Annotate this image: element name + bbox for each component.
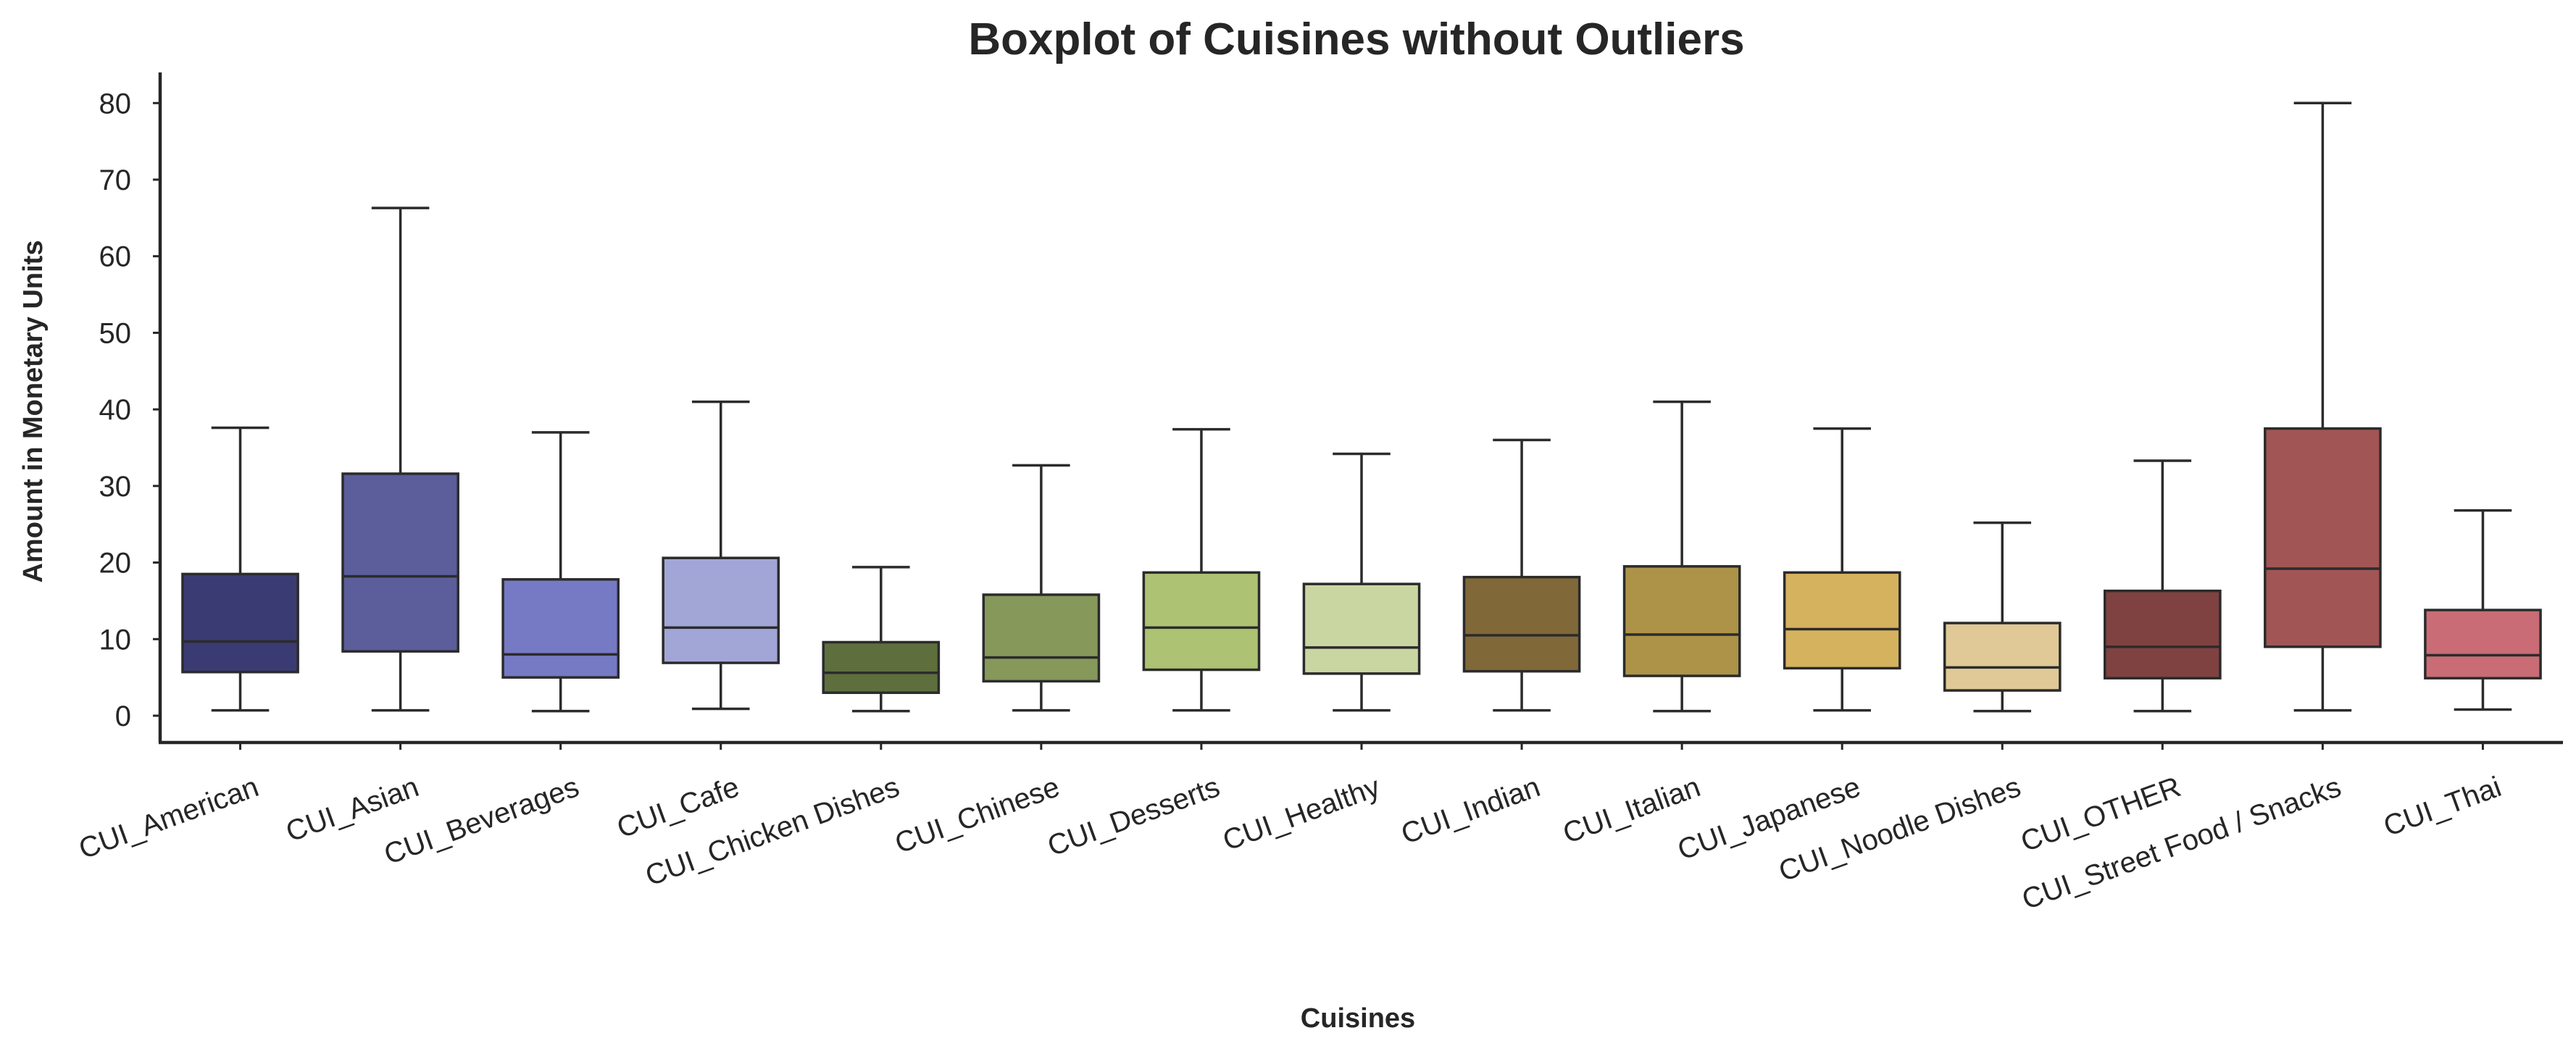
- y-axis: 0 10 20 30 40 50 60 70 80: [99, 72, 162, 743]
- y-axis-label: Amount in Monetary Units: [18, 241, 49, 583]
- x-axis-label: Cuisines: [1301, 1003, 1415, 1034]
- x-tick-label: CUI_Indian: [1397, 771, 1544, 850]
- box-8: [1302, 452, 1421, 712]
- x-tick-label: CUI_Desserts: [1043, 771, 1224, 862]
- box-iqr: [662, 556, 780, 664]
- y-tick-label: 80: [99, 88, 132, 120]
- box-2: [341, 206, 459, 712]
- box-iqr: [341, 472, 459, 653]
- x-tick-label: CUI_Chinese: [891, 771, 1064, 860]
- box-7: [1142, 427, 1261, 712]
- box-15: [2424, 509, 2542, 711]
- box-iqr: [1302, 582, 1421, 675]
- box-11: [1783, 427, 1901, 712]
- box-iqr: [501, 578, 620, 679]
- box-iqr: [1462, 575, 1581, 673]
- y-tick-label: 20: [99, 548, 132, 580]
- box-1: [181, 426, 299, 712]
- chart-title: Boxplot of Cuisines without Outliers: [968, 14, 1744, 64]
- y-tick-label: 40: [99, 394, 132, 426]
- box-iqr: [2103, 589, 2222, 679]
- y-tick-label: 70: [99, 164, 132, 196]
- x-tick-label: CUI_Healthy: [1219, 771, 1384, 857]
- y-tick-label: 0: [115, 700, 131, 732]
- box-9: [1462, 438, 1581, 712]
- box-iqr: [1783, 571, 1901, 670]
- box-series: [181, 101, 2542, 713]
- box-iqr: [2264, 427, 2382, 648]
- y-tick-label: 50: [99, 317, 132, 349]
- box-iqr: [1943, 622, 2062, 692]
- box-iqr: [1142, 571, 1261, 672]
- box-4: [662, 400, 780, 711]
- y-tick-label: 60: [99, 241, 132, 273]
- box-iqr: [1622, 565, 1741, 677]
- x-tick-label: CUI_American: [75, 771, 262, 865]
- box-14: [2264, 101, 2382, 712]
- y-tick-label: 10: [99, 624, 132, 656]
- box-iqr: [2424, 608, 2542, 679]
- box-12: [1943, 521, 2062, 713]
- box-iqr: [822, 640, 941, 695]
- y-ticks: 0 10 20 30 40 50 60 70 80: [99, 88, 160, 732]
- box-iqr: [181, 572, 299, 674]
- box-6: [982, 464, 1101, 712]
- box-3: [501, 431, 620, 713]
- box-5: [822, 566, 941, 713]
- y-tick-label: 30: [99, 471, 132, 503]
- x-tick-label: CUI_Thai: [2380, 771, 2506, 842]
- box-10: [1622, 400, 1741, 713]
- box-iqr: [982, 593, 1101, 683]
- box-13: [2103, 459, 2222, 713]
